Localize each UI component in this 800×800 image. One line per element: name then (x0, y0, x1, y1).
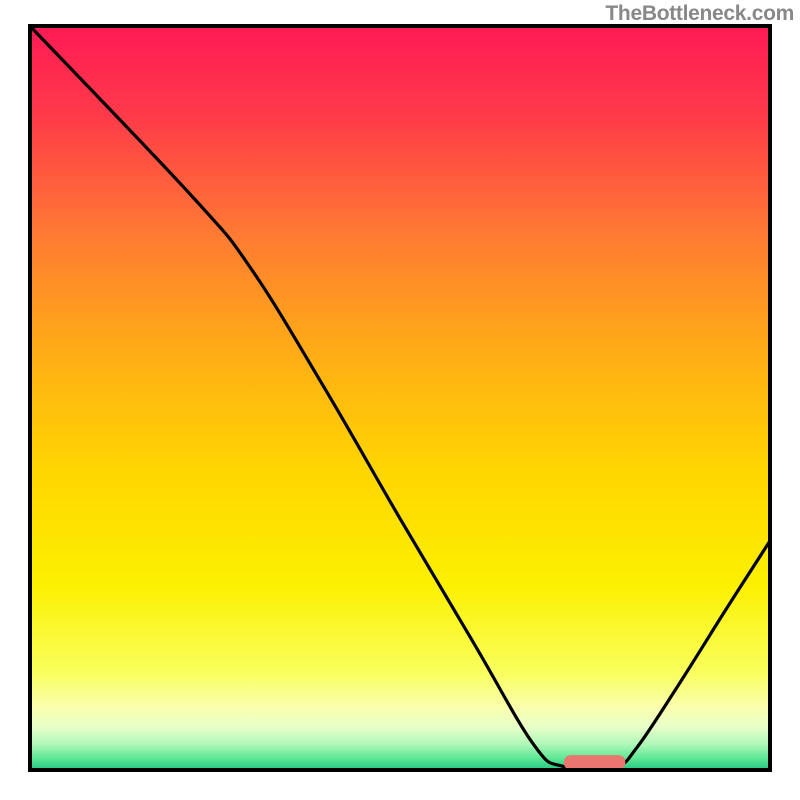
optimal-range-marker (564, 755, 625, 770)
chart-container: TheBottleneck.com (0, 0, 800, 800)
gradient-background (30, 26, 770, 770)
plot-area (30, 26, 770, 770)
watermark-text: TheBottleneck.com (605, 2, 794, 26)
bottleneck-chart (0, 0, 800, 800)
